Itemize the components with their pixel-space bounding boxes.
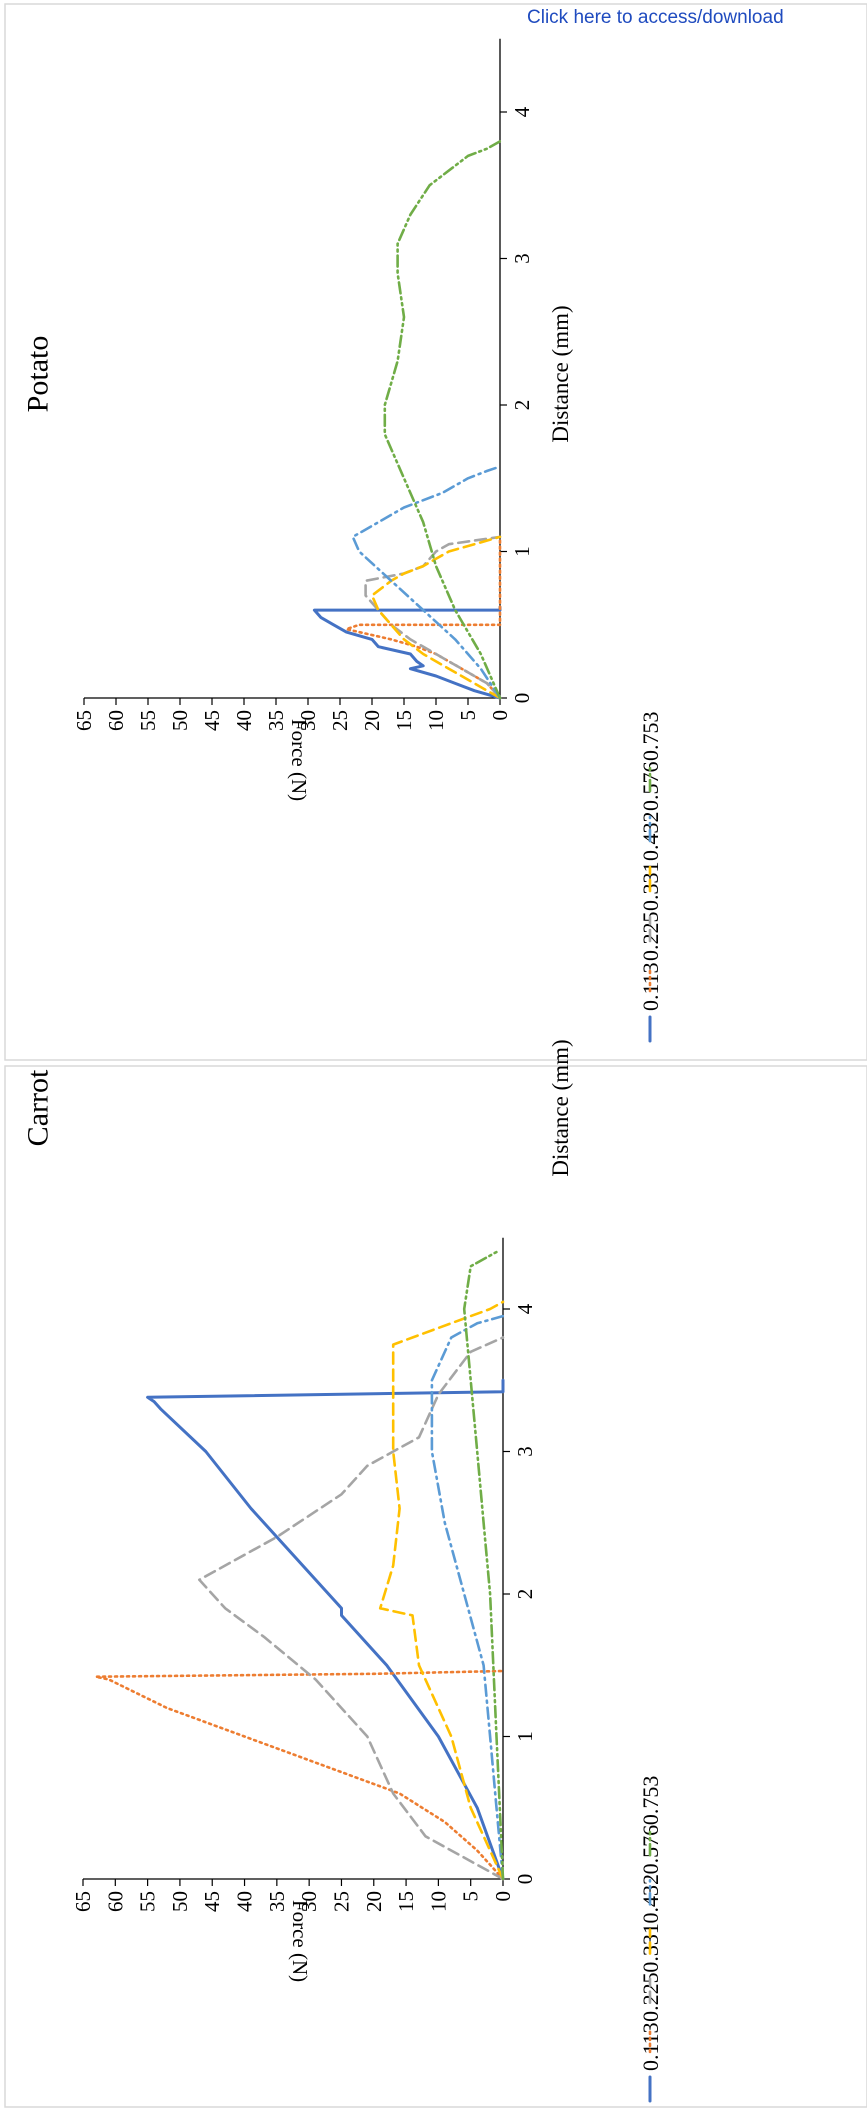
potato-distance-tick-label: 4 xyxy=(510,106,534,117)
carrot-distance-tick-label: 1 xyxy=(513,1731,537,1742)
potato-series-line-0.576 xyxy=(351,465,502,700)
panel-frame-potato xyxy=(4,3,867,1061)
potato-force-tick-label: 60 xyxy=(104,710,128,731)
potato-distance-tick-label: 2 xyxy=(510,400,534,411)
carrot-force-tick-label: 25 xyxy=(329,1891,353,1912)
carrot-distance-axis-title: Distance (mm) xyxy=(548,1039,573,1176)
carrot-chart-title: Carrot xyxy=(22,1069,55,1146)
potato-distance-tick-label: 0 xyxy=(510,693,534,704)
potato-distance-tick-label: 3 xyxy=(510,253,534,264)
potato-force-tick-label: 35 xyxy=(264,710,288,731)
potato-force-tick-label: 45 xyxy=(200,710,224,731)
potato-series-line-0.432 xyxy=(370,535,502,700)
potato-legend-label-0.753: 0.753 xyxy=(638,712,663,762)
carrot-force-tick-label: 15 xyxy=(394,1891,418,1912)
carrot-force-tick-label: 35 xyxy=(265,1891,289,1912)
carrot-force-tick-label: 50 xyxy=(168,1891,192,1912)
potato-force-tick-label: 5 xyxy=(456,710,480,721)
panel-frame-carrot xyxy=(4,1065,867,2108)
carrot-force-tick-label: 5 xyxy=(459,1891,483,1902)
carrot-force-tick-label: 30 xyxy=(297,1891,321,1912)
potato-force-tick-label: 10 xyxy=(424,710,448,731)
carrot-force-tick-label: 60 xyxy=(103,1891,127,1912)
carrot-force-tick-label: 55 xyxy=(136,1891,160,1912)
potato-series-line-0.331 xyxy=(364,535,502,700)
carrot-legend-label-0.753: 0.753 xyxy=(638,1776,663,1826)
potato-force-tick-label: 30 xyxy=(296,710,320,731)
potato-distance-axis-title: Distance (mm) xyxy=(548,305,573,442)
carrot-distance-tick-label: 4 xyxy=(513,1303,537,1314)
carrot-force-axis-title: Force (N) xyxy=(288,1900,312,1982)
potato-force-tick-label: 55 xyxy=(136,710,160,731)
potato-chart-title: Potato xyxy=(22,336,55,413)
potato-force-tick-label: 50 xyxy=(168,710,192,731)
potato-force-tick-label: 25 xyxy=(328,710,352,731)
carrot-series-line-0.432 xyxy=(378,1300,505,1881)
carrot-series-line-0.225 xyxy=(94,1669,505,1881)
potato-distance-tick-label: 1 xyxy=(510,546,534,557)
potato-force-axis-title: Force (N) xyxy=(287,719,311,801)
download-link[interactable]: Click here to access/download xyxy=(527,7,784,28)
carrot-force-tick-label: 40 xyxy=(233,1891,257,1912)
carrot-series-line-0.753 xyxy=(462,1250,505,1881)
carrot-series-line-0.576 xyxy=(430,1314,505,1881)
carrot-series-line-0.113 xyxy=(146,1378,505,1881)
potato-force-tick-label: 0 xyxy=(488,710,512,721)
carrot-force-tick-label: 20 xyxy=(362,1891,386,1912)
potato-force-tick-label: 40 xyxy=(232,710,256,731)
carrot-distance-tick-label: 3 xyxy=(513,1446,537,1457)
potato-series-line-0.753 xyxy=(383,140,502,700)
carrot-force-tick-label: 45 xyxy=(200,1891,224,1912)
carrot-series-line-0.331 xyxy=(198,1336,505,1881)
carrot-distance-tick-label: 0 xyxy=(513,1874,537,1885)
potato-legend-label-0.113: 0.113 xyxy=(638,962,663,1011)
potato-force-tick-label: 65 xyxy=(72,710,96,731)
carrot-force-tick-label: 10 xyxy=(426,1891,450,1912)
carrot-distance-tick-label: 2 xyxy=(513,1589,537,1600)
potato-force-tick-label: 20 xyxy=(360,710,384,731)
potato-force-tick-label: 15 xyxy=(392,710,416,731)
carrot-force-tick-label: 65 xyxy=(71,1891,95,1912)
carrot-force-tick-label: 0 xyxy=(491,1891,515,1902)
potato-series-line-0.113 xyxy=(312,605,502,700)
